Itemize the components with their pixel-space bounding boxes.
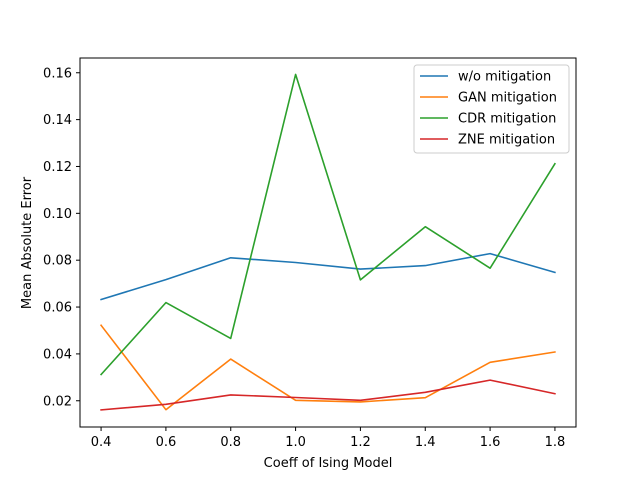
y-tick-label: 0.12 [43,160,72,175]
series-line-gan-mitigation [99,324,556,411]
plot-frame [79,57,577,428]
x-axis-label: Coeff of Ising Model [264,456,393,471]
legend-label: CDR mitigation [458,112,556,127]
legend: w/o mitigation GAN mitigation CDR mitigati… [413,64,570,154]
series-layer [99,73,557,411]
y-tick-label: 0.10 [43,207,72,222]
y-tick-label: 0.08 [43,254,72,269]
y-tick-label: 0.14 [43,113,72,128]
x-axis: 0.4 0.6 0.8 1.0 1.2 1.4 1.6 1.8 [91,427,566,450]
x-tick-label: 1.6 [480,435,501,450]
x-tick-label: 1.0 [285,435,306,450]
y-tick-label: 0.02 [43,394,72,409]
legend-label: w/o mitigation [458,70,551,85]
y-axis-label: Mean Absolute Error [20,176,35,309]
y-tick-label: 0.16 [43,66,72,81]
x-tick-label: 0.6 [156,435,177,450]
y-axis: 0.02 0.04 0.06 0.08 0.10 0.12 0.14 0.16 [43,66,80,409]
x-tick-label: 1.4 [415,435,436,450]
x-tick-label: 1.8 [545,435,566,450]
series-line-w-o-mitigation [100,252,556,301]
series-line-zne-mitigation [100,379,556,411]
legend-label: ZNE mitigation [458,133,555,148]
x-tick-label: 0.4 [91,435,112,450]
x-tick-label: 1.2 [350,435,371,450]
y-tick-label: 0.04 [43,347,72,362]
y-tick-label: 0.06 [43,301,72,316]
series-line-cdr-mitigation [99,73,557,376]
legend-label: GAN mitigation [458,91,557,106]
legend-box [413,64,570,154]
x-tick-label: 0.8 [220,435,241,450]
